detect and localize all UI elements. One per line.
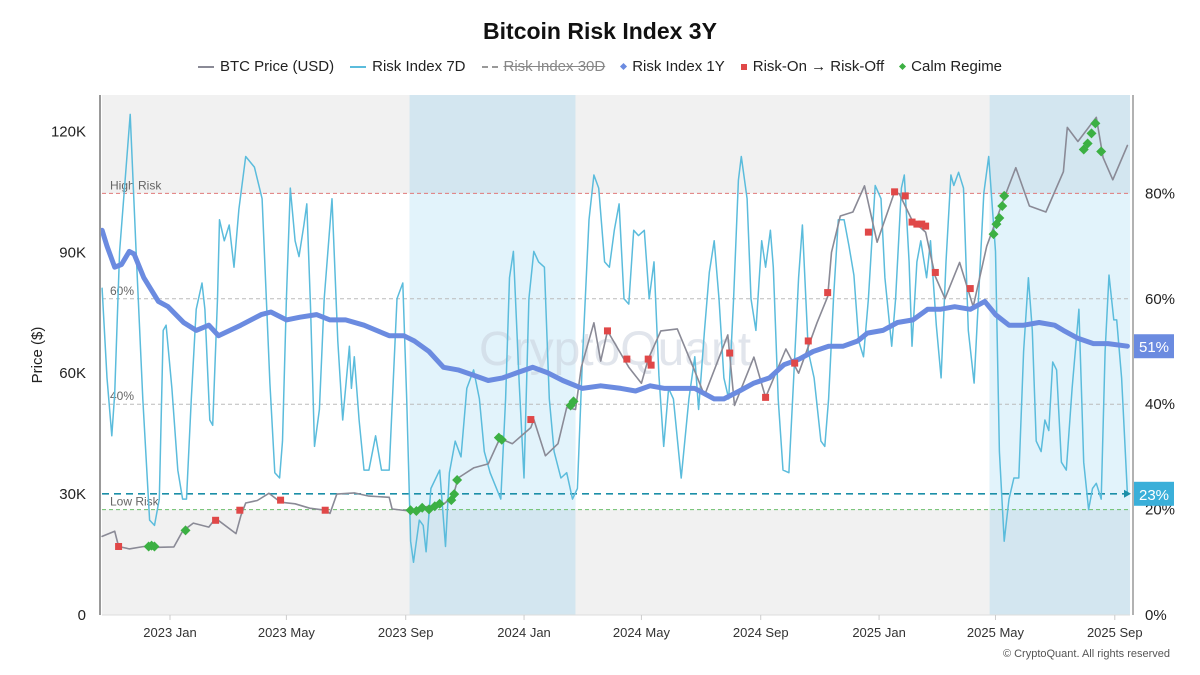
risk-on-off-marker bbox=[824, 289, 832, 297]
y-left-tick-label: 0 bbox=[78, 607, 86, 624]
risk-on-off-marker bbox=[623, 355, 631, 363]
risk-on-off-marker bbox=[321, 506, 329, 514]
legend-item[interactable]: BTC Price (USD) bbox=[197, 58, 335, 75]
risk-on-off-marker bbox=[527, 416, 535, 424]
line-swatch-icon bbox=[350, 65, 367, 68]
risk-on-off-marker bbox=[864, 228, 872, 236]
risk-on-off-marker bbox=[966, 285, 974, 293]
calm-regime-marker bbox=[988, 229, 999, 240]
legend: BTC Price (USD) Risk Index 7D Risk Index 3… bbox=[0, 58, 1200, 75]
risk-on-off-marker bbox=[922, 222, 930, 230]
y-right-tick-label: 80% bbox=[1145, 185, 1175, 202]
calm-regime-marker bbox=[449, 489, 460, 500]
y-left-tick-label: 30K bbox=[59, 486, 86, 503]
x-tick-label: 2025 Sep bbox=[1087, 625, 1143, 640]
x-tick-label: 2023 Sep bbox=[378, 625, 434, 640]
legend-label: Risk Index 7D bbox=[372, 58, 466, 75]
square-marker-icon bbox=[740, 63, 747, 70]
chart-title: Bitcoin Risk Index 3Y bbox=[483, 18, 717, 44]
y-left-tick-label: 90K bbox=[59, 244, 86, 261]
risk-on-off-marker bbox=[647, 361, 655, 369]
last-value-badge bbox=[1134, 334, 1174, 359]
risk-on-off-marker bbox=[277, 496, 285, 504]
legend-label: BTC Price (USD) bbox=[219, 58, 335, 75]
watermark-logo: CryptoQuant bbox=[479, 323, 751, 376]
risk-on-off-marker bbox=[918, 220, 926, 228]
risk-on-off-marker bbox=[762, 393, 770, 401]
reference-label: Low Risk bbox=[110, 495, 160, 509]
x-tick-label: 2025 May bbox=[967, 625, 1025, 640]
y-right-tick-label: 0% bbox=[1145, 607, 1167, 624]
risk-on-off-marker bbox=[913, 220, 921, 228]
copyright-text: © CryptoQuant. All rights reserved bbox=[1002, 648, 1170, 660]
last-value-label: 23% bbox=[1139, 487, 1169, 504]
calm-regime-marker bbox=[452, 474, 463, 485]
calm-regime-marker bbox=[496, 434, 507, 445]
risk-on-off-marker bbox=[791, 359, 799, 367]
y-left-tick-label: 60K bbox=[59, 365, 86, 382]
risk-on-off-marker bbox=[804, 337, 812, 345]
legend-label: Risk Index 1Y bbox=[632, 58, 725, 75]
reference-label: 40% bbox=[110, 389, 134, 403]
calm-regime-marker bbox=[1082, 138, 1093, 149]
calm-regime-band bbox=[989, 193, 1130, 510]
y-axis-label: Price ($) bbox=[29, 327, 46, 384]
reference-label: 60% bbox=[110, 284, 134, 298]
last-value-label: 51% bbox=[1139, 339, 1169, 356]
x-tick-label: 2024 Jan bbox=[497, 625, 551, 640]
x-tick-label: 2024 May bbox=[613, 625, 671, 640]
risk-on-off-marker bbox=[726, 349, 734, 357]
legend-label: Risk Index 30D bbox=[503, 58, 606, 75]
risk-index-1y-line bbox=[99, 227, 1130, 402]
last-value-badge bbox=[1134, 481, 1174, 506]
legend-item[interactable]: Risk Index 1Y bbox=[620, 58, 725, 75]
risk-on-off-marker bbox=[212, 516, 220, 524]
calm-regime-marker bbox=[405, 505, 416, 516]
arrow-icon bbox=[1124, 489, 1131, 498]
calm-regime-marker bbox=[1096, 146, 1107, 157]
risk-on-off-marker bbox=[603, 327, 611, 335]
x-tick-label: 2023 May bbox=[258, 625, 316, 640]
risk-on-off-marker bbox=[644, 355, 652, 363]
y-right-tick-label: 20% bbox=[1145, 502, 1175, 519]
y-right-tick-label: 40% bbox=[1145, 396, 1175, 413]
calm-regime-marker bbox=[999, 190, 1010, 201]
legend-item[interactable]: Risk Index 7D bbox=[350, 58, 466, 75]
x-tick-label: 2023 Jan bbox=[143, 625, 197, 640]
x-tick-label: 2025 Jan bbox=[852, 625, 906, 640]
y-left-tick-label: 120K bbox=[51, 123, 86, 140]
calm-regime-marker bbox=[997, 200, 1008, 211]
calm-regime-marker bbox=[149, 541, 160, 552]
legend-label: Risk-On → Risk-Off bbox=[752, 58, 885, 75]
calm-regime-marker bbox=[568, 396, 579, 407]
risk-on-off-marker bbox=[908, 218, 916, 226]
risk-on-off-marker bbox=[901, 192, 909, 200]
reference-label: High Risk bbox=[110, 178, 162, 192]
calm-regime-marker bbox=[994, 213, 1005, 224]
legend-label: Calm Regime bbox=[911, 58, 1003, 75]
risk-on-off-marker bbox=[931, 268, 939, 276]
risk-on-off-marker bbox=[115, 542, 123, 550]
x-tick-label: 2024 Sep bbox=[733, 625, 789, 640]
calm-regime-marker bbox=[180, 525, 191, 536]
calm-regime-marker bbox=[1086, 128, 1097, 139]
legend-item[interactable]: Risk-On → Risk-Off bbox=[740, 58, 885, 75]
calm-regime-marker bbox=[434, 498, 445, 509]
legend-item[interactable]: Calm Regime bbox=[899, 58, 1003, 75]
line-swatch-icon bbox=[197, 65, 214, 68]
calm-regime-marker bbox=[1090, 118, 1101, 129]
btc-price-line bbox=[101, 116, 1129, 550]
y-right-tick-label: 60% bbox=[1145, 291, 1175, 308]
risk-on-off-marker bbox=[236, 506, 244, 514]
calm-regime-marker bbox=[417, 502, 428, 513]
dashed-swatch-icon bbox=[481, 65, 498, 68]
legend-item[interactable]: Risk Index 30D bbox=[481, 58, 606, 75]
risk-on-off-marker bbox=[891, 188, 899, 196]
